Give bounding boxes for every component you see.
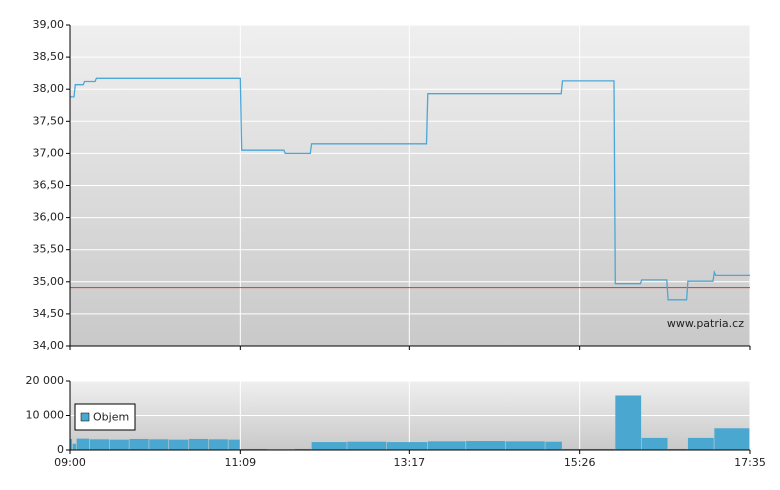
volume-bar	[466, 441, 506, 450]
y-tick-label: 0	[57, 443, 64, 456]
legend-swatch	[80, 412, 90, 422]
volume-bar	[240, 448, 268, 450]
volume-bar	[687, 437, 714, 450]
y-tick-label: 34,50	[33, 307, 65, 320]
volume-bar	[188, 438, 209, 450]
x-tick-label: 11:09	[224, 456, 256, 469]
volume-bar	[72, 443, 77, 450]
volume-bar	[668, 448, 688, 450]
x-tick-label: 09:00	[54, 456, 86, 469]
volume-bar	[615, 395, 642, 450]
volume-bar	[311, 442, 347, 450]
volume-bar	[562, 448, 615, 450]
y-tick-label: 35,00	[33, 275, 65, 288]
y-tick-label: 38,50	[33, 50, 65, 63]
volume-bar	[76, 438, 90, 450]
y-tick-label: 34,00	[33, 339, 65, 352]
y-tick-label: 39,00	[33, 18, 65, 31]
volume-bar	[208, 439, 228, 450]
volume-bar	[505, 441, 545, 450]
y-tick-label: 20 000	[26, 374, 65, 387]
volume-bar	[714, 428, 750, 450]
volume-bar	[149, 439, 169, 450]
volume-bar	[641, 437, 668, 450]
volume-bar	[427, 441, 466, 450]
volume-bar	[89, 439, 110, 450]
volume-bar	[109, 439, 129, 450]
x-tick-label: 17:35	[734, 456, 766, 469]
x-tick-label: 15:26	[564, 456, 596, 469]
y-tick-label: 37,00	[33, 146, 65, 159]
y-tick-label: 36,00	[33, 211, 65, 224]
volume-bar	[70, 438, 73, 450]
y-tick-label: 38,00	[33, 82, 65, 95]
legend-label: Objem	[93, 411, 129, 424]
y-tick-label: 35,50	[33, 243, 65, 256]
y-tick-label: 10 000	[26, 409, 65, 422]
source-watermark: www.patria.cz	[667, 317, 744, 330]
x-tick-label: 13:17	[393, 456, 425, 469]
volume-bar	[228, 439, 240, 450]
y-tick-label: 36,50	[33, 179, 65, 192]
volume-bar	[386, 442, 428, 450]
volume-bar	[347, 441, 387, 450]
price-line	[70, 77, 750, 301]
volume-bar	[169, 439, 189, 450]
volume-bar	[129, 438, 149, 450]
y-tick-label: 37,50	[33, 114, 65, 127]
volume-bar	[545, 441, 562, 450]
volume-bar	[294, 448, 312, 450]
